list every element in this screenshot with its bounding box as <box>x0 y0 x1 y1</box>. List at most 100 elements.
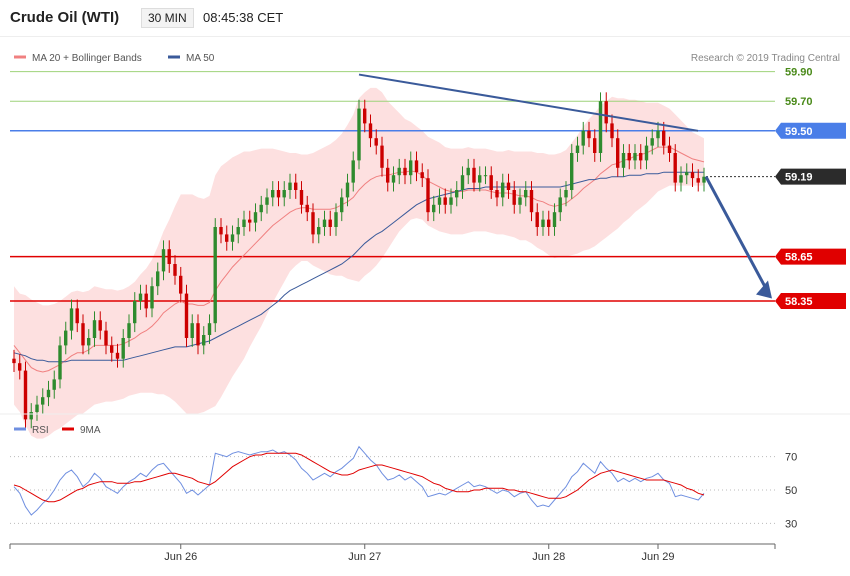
candle-body <box>420 172 424 179</box>
candle-body <box>253 212 258 223</box>
candle-body <box>52 379 56 390</box>
candle-body <box>282 190 286 198</box>
candle-body <box>299 190 304 205</box>
candle-body <box>690 172 695 179</box>
rsi-tick-30: 30 <box>785 518 797 530</box>
candle-body <box>483 175 488 177</box>
candle-body <box>35 404 39 412</box>
candle-body <box>363 108 367 124</box>
chart-header: Crude Oil (WTI) 30 MIN 08:45:38 CET <box>0 0 850 37</box>
candle-body <box>391 175 396 183</box>
candle-body <box>271 190 275 198</box>
candle-body <box>443 197 447 205</box>
candle-body <box>87 338 91 346</box>
candle-body <box>23 370 28 420</box>
candle-body <box>288 182 292 190</box>
candle-body <box>535 212 539 227</box>
candle-body <box>294 182 298 190</box>
candle-body <box>662 130 666 146</box>
bollinger-band <box>14 87 704 439</box>
candle-body <box>656 130 660 139</box>
candle-body <box>437 197 442 205</box>
x-tick-label: Jun 28 <box>532 551 565 563</box>
candle-body <box>207 323 212 335</box>
candle-body <box>489 175 493 190</box>
candle-body <box>104 330 108 346</box>
level-label-59.90: 59.90 <box>785 67 813 79</box>
candle-body <box>328 219 332 227</box>
legend-label-rsi: RSI <box>32 425 49 436</box>
candle-body <box>466 167 470 176</box>
candle-body <box>409 160 413 176</box>
candle-body <box>368 123 373 139</box>
candle-body <box>414 160 419 173</box>
rsi-ma-line <box>13 452 705 503</box>
candle-body <box>173 264 177 276</box>
candle-body <box>512 190 516 205</box>
candle-body <box>340 197 344 213</box>
candle-body <box>12 358 16 364</box>
candle-body <box>29 412 33 420</box>
candle-body <box>667 145 672 153</box>
candle-body <box>575 145 580 153</box>
candle-body <box>529 190 534 213</box>
candle-body <box>564 190 568 198</box>
candle-body <box>679 175 683 183</box>
candle-body <box>69 308 74 331</box>
candle-body <box>472 167 476 183</box>
candle-body <box>133 301 137 324</box>
candle-body <box>650 138 654 146</box>
candle-body <box>449 197 453 205</box>
credit-text: Research © 2019 Trading Central <box>691 53 840 64</box>
candle-body <box>248 219 252 223</box>
candle-body <box>127 323 131 338</box>
candle-body <box>610 123 614 139</box>
candle-body <box>322 219 327 227</box>
x-tick-label: Jun 29 <box>641 551 674 563</box>
level-badge-59.50 <box>775 122 846 139</box>
candle-body <box>276 190 281 198</box>
candle-body <box>213 227 217 324</box>
candle-body <box>432 204 436 213</box>
candle-body <box>702 176 706 183</box>
candle-body <box>144 293 148 309</box>
candle-body <box>121 338 125 359</box>
candle-body <box>46 389 51 398</box>
candle-body <box>604 101 608 124</box>
legend-label-ma50: MA 50 <box>186 53 215 64</box>
candle-body <box>98 320 102 331</box>
candle-body <box>179 275 183 294</box>
candle-body <box>81 323 85 346</box>
candle-body <box>41 397 45 405</box>
candle-body <box>190 323 194 338</box>
candle-body <box>506 182 511 190</box>
candle-body <box>156 271 160 287</box>
candle-body <box>259 204 263 213</box>
candle-body <box>673 153 677 183</box>
candle-body <box>150 286 154 309</box>
candle-body <box>570 153 574 190</box>
candle-body <box>380 145 384 168</box>
candle-body <box>478 175 482 183</box>
level-label-58.35: 58.35 <box>785 296 813 308</box>
x-tick-label: Jun 26 <box>164 551 197 563</box>
candle-body <box>265 197 269 205</box>
candle-body <box>18 363 22 371</box>
candle-body <box>685 172 689 176</box>
level-badge-58.35 <box>775 293 846 309</box>
trendline <box>358 73 699 132</box>
interval-badge[interactable]: 30 MIN <box>141 8 194 28</box>
candle-body <box>518 197 522 205</box>
candle-body <box>311 212 315 235</box>
candle-body <box>581 130 585 146</box>
candle-body <box>403 167 407 176</box>
candle-body <box>374 138 378 146</box>
level-label-59.50: 59.50 <box>785 126 813 138</box>
level-badge-58.65 <box>775 248 846 265</box>
candle-body <box>541 219 545 227</box>
candle-body <box>75 308 79 324</box>
candle-body <box>161 249 166 272</box>
candle-body <box>92 320 97 338</box>
candle-body <box>696 178 700 183</box>
